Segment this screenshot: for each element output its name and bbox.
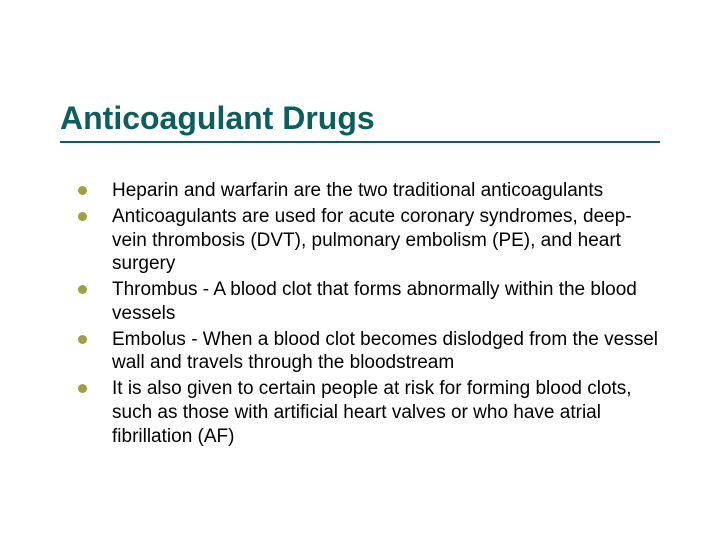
bullet-text: Heparin and warfarin are the two traditi… [112, 180, 603, 201]
bullet-icon [78, 285, 87, 294]
bullet-list: Heparin and warfarin are the two traditi… [60, 179, 660, 448]
bullet-text: Embolus - When a blood clot becomes disl… [112, 329, 658, 374]
list-item: Heparin and warfarin are the two traditi… [78, 179, 660, 203]
list-item: Embolus - When a blood clot becomes disl… [78, 328, 660, 376]
bullet-icon [78, 212, 87, 221]
slide-container: Anticoagulant Drugs Heparin and warfarin… [0, 0, 720, 540]
list-item: Thrombus - A blood clot that forms abnor… [78, 278, 660, 326]
bullet-icon [78, 186, 87, 195]
list-item: Anticoagulants are used for acute corona… [78, 205, 660, 276]
slide-title: Anticoagulant Drugs [60, 100, 660, 143]
bullet-text: Thrombus - A blood clot that forms abnor… [112, 279, 637, 324]
bullet-text: It is also given to certain people at ri… [112, 378, 632, 447]
bullet-text: Anticoagulants are used for acute corona… [112, 206, 632, 275]
bullet-icon [78, 335, 87, 344]
bullet-icon [78, 384, 87, 393]
list-item: It is also given to certain people at ri… [78, 377, 660, 448]
